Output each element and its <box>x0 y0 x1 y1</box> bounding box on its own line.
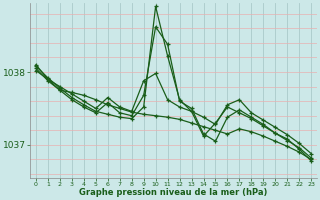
X-axis label: Graphe pression niveau de la mer (hPa): Graphe pression niveau de la mer (hPa) <box>79 188 268 197</box>
